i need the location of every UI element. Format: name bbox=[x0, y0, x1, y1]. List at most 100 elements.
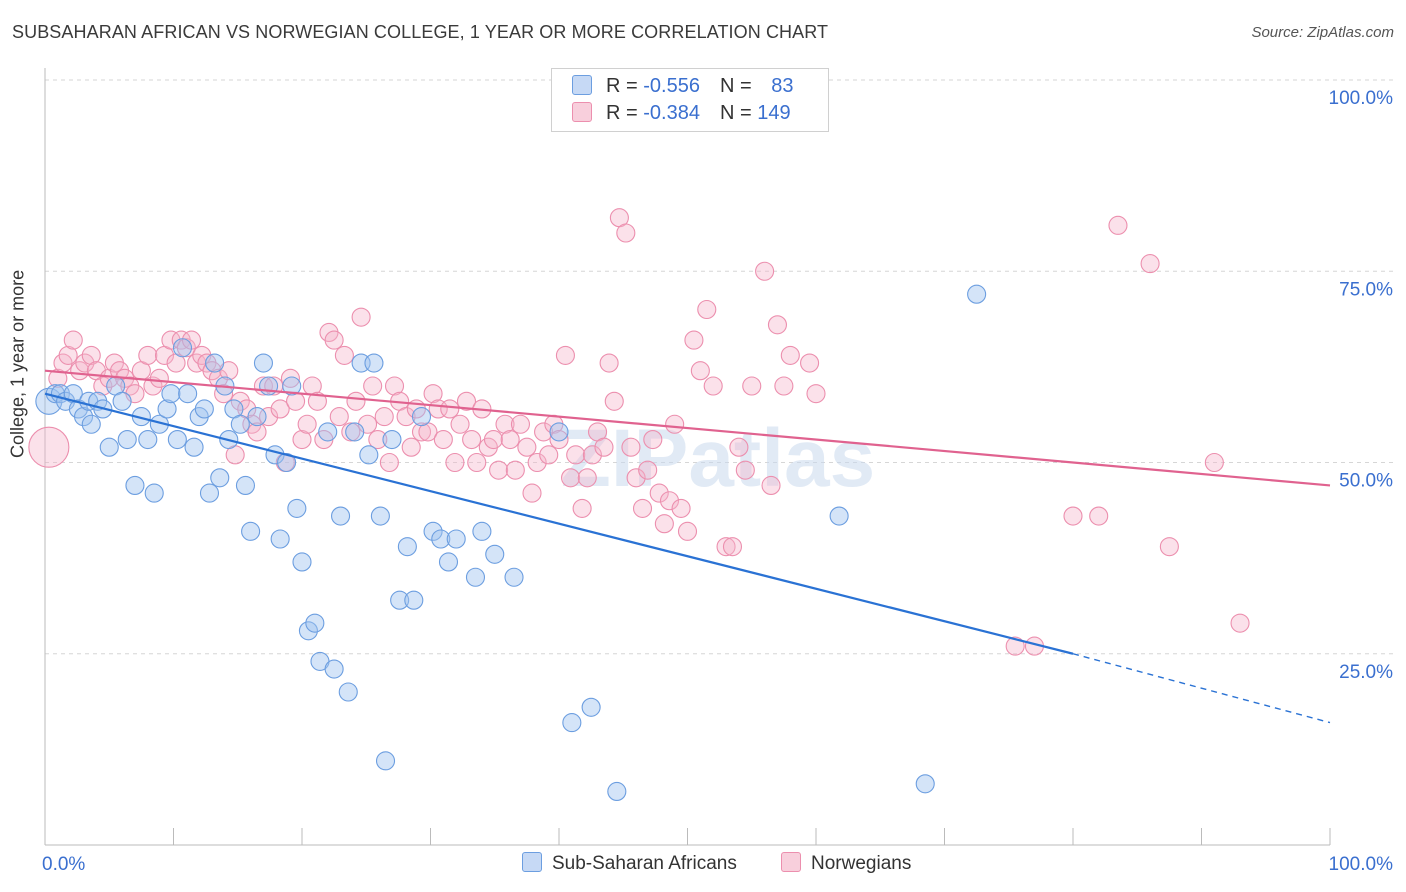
norwegian-point bbox=[742, 376, 762, 396]
norwegian-point bbox=[324, 330, 344, 350]
source-label: Source: ZipAtlas.com bbox=[1251, 24, 1394, 41]
bottom-legend-label: Sub-Saharan Africans bbox=[552, 853, 737, 874]
subsaharan-point bbox=[205, 353, 225, 373]
norwegian-point bbox=[654, 514, 674, 534]
norwegian-point bbox=[63, 330, 83, 350]
subsaharan-point bbox=[330, 506, 351, 526]
subsaharan-point bbox=[324, 659, 344, 679]
norwegian-point bbox=[346, 391, 366, 411]
subsaharan-trend-extension bbox=[1072, 653, 1331, 724]
norwegian-point bbox=[604, 391, 624, 411]
norwegian-point bbox=[735, 460, 755, 480]
norwegian-point bbox=[566, 445, 586, 465]
norwegian-point bbox=[1108, 215, 1128, 235]
norwegian-point bbox=[411, 422, 432, 442]
subsaharan-trend-line bbox=[44, 392, 1074, 655]
norwegian-point bbox=[440, 399, 460, 419]
norwegian-point bbox=[716, 537, 736, 557]
subsaharan-point bbox=[431, 529, 451, 549]
norwegian-point bbox=[632, 498, 653, 518]
legend-row-subsaharan: R = -0.556 N = 83 bbox=[572, 75, 793, 99]
norwegian-point bbox=[517, 437, 537, 457]
norwegian-point bbox=[297, 414, 317, 434]
subsaharan-point bbox=[364, 353, 384, 373]
subsaharan-point bbox=[282, 376, 302, 396]
subsaharan-point bbox=[184, 437, 204, 457]
norwegian-point bbox=[697, 299, 717, 320]
subsaharan-points bbox=[35, 284, 987, 802]
norwegians-trend-line bbox=[44, 369, 1331, 487]
norwegian-point bbox=[489, 460, 509, 480]
norwegian-point bbox=[379, 452, 399, 473]
norwegian-point bbox=[247, 422, 267, 442]
norwegian-point bbox=[374, 407, 394, 427]
x-tick-label: 0.0% bbox=[42, 854, 85, 875]
norwegian-point bbox=[774, 376, 794, 396]
legend-n-value: 83 bbox=[771, 75, 794, 97]
legend-n-value: 149 bbox=[757, 102, 791, 124]
subsaharan-point bbox=[438, 552, 459, 572]
legend-swatch-pink bbox=[572, 102, 592, 122]
norwegian-point bbox=[401, 437, 421, 457]
subsaharan-point bbox=[404, 590, 424, 610]
subsaharan-point bbox=[549, 422, 569, 442]
norwegian-point bbox=[572, 498, 592, 518]
subsaharan-point bbox=[338, 682, 358, 702]
subsaharan-point bbox=[270, 529, 290, 549]
norwegian-point bbox=[800, 353, 820, 373]
norwegian-point bbox=[280, 368, 300, 388]
norwegian-point bbox=[577, 468, 597, 488]
norwegian-point bbox=[208, 368, 229, 388]
norwegians-points bbox=[28, 208, 1250, 656]
subsaharan-point bbox=[382, 429, 402, 450]
norwegian-point bbox=[81, 345, 101, 365]
subsaharan-point bbox=[125, 475, 145, 496]
norwegian-point bbox=[1204, 452, 1224, 473]
norwegian-point bbox=[677, 521, 698, 541]
y-axis-label: College, 1 year or more bbox=[7, 269, 28, 458]
norwegian-point bbox=[806, 384, 826, 404]
norwegian-point bbox=[510, 414, 531, 434]
norwegian-point bbox=[527, 452, 547, 473]
tick-labels: 100.0% 75.0% 50.0% 25.0% 0.0% 100.0% bbox=[42, 88, 1393, 875]
norwegian-point bbox=[28, 426, 70, 468]
subsaharan-point bbox=[581, 697, 601, 717]
subsaharan-point bbox=[562, 713, 582, 733]
subsaharan-point bbox=[235, 475, 256, 496]
norwegian-point bbox=[549, 429, 569, 450]
norwegian-point bbox=[138, 345, 158, 365]
norwegian-point bbox=[1089, 506, 1109, 526]
norwegian-point bbox=[659, 491, 680, 511]
legend-r-label: R = bbox=[606, 75, 644, 97]
subsaharan-point bbox=[829, 506, 849, 526]
subsaharan-point bbox=[199, 483, 220, 503]
norwegian-point bbox=[684, 330, 704, 350]
norwegian-point bbox=[161, 330, 181, 350]
norwegian-point bbox=[1230, 613, 1250, 633]
legend-n-label: N = bbox=[719, 102, 758, 124]
subsaharan-point bbox=[292, 552, 312, 572]
legend-row-norwegians: R = -0.384 N = 149 bbox=[572, 102, 791, 126]
norwegian-point bbox=[649, 483, 669, 503]
x-tick-label: 100.0% bbox=[1329, 854, 1394, 875]
subsaharan-point bbox=[287, 498, 307, 518]
norwegian-point bbox=[505, 460, 525, 480]
norwegian-point bbox=[582, 445, 602, 465]
norwegian-point bbox=[149, 368, 169, 388]
bottom-legend-label: Norwegians bbox=[811, 853, 912, 874]
subsaharan-point bbox=[915, 774, 935, 794]
norwegian-point bbox=[75, 353, 95, 373]
legend-swatch-blue bbox=[572, 75, 592, 95]
norwegian-point bbox=[522, 483, 542, 503]
norwegian-point bbox=[665, 414, 685, 434]
subsaharan-point bbox=[375, 751, 396, 771]
norwegian-point bbox=[396, 407, 416, 427]
norwegian-point bbox=[594, 437, 614, 457]
legend-n-label: N = bbox=[719, 75, 758, 97]
subsaharan-point bbox=[504, 567, 524, 587]
norwegian-point bbox=[334, 345, 354, 365]
norwegian-point bbox=[292, 429, 312, 450]
legend-r-value: -0.556 bbox=[643, 75, 700, 97]
subsaharan-point bbox=[172, 338, 193, 358]
